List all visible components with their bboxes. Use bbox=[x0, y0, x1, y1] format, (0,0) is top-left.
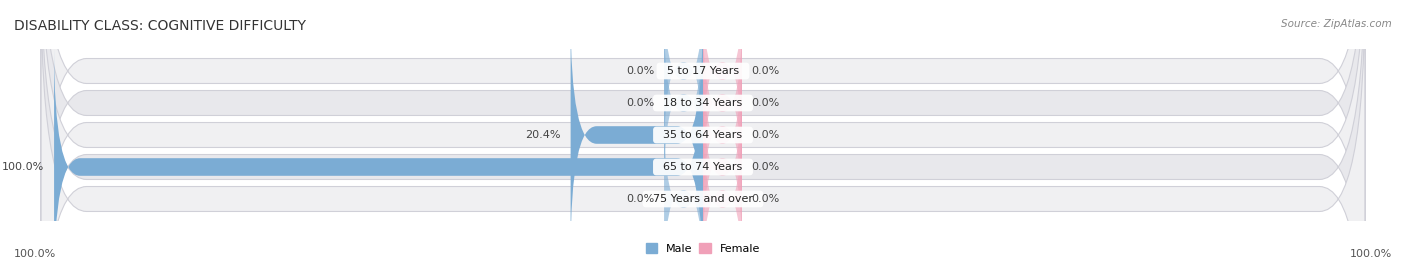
Text: 0.0%: 0.0% bbox=[626, 194, 654, 204]
FancyBboxPatch shape bbox=[664, 16, 703, 190]
FancyBboxPatch shape bbox=[703, 80, 742, 254]
Text: 75 Years and over: 75 Years and over bbox=[645, 194, 761, 204]
Text: 0.0%: 0.0% bbox=[626, 98, 654, 108]
FancyBboxPatch shape bbox=[41, 0, 1365, 270]
Text: 0.0%: 0.0% bbox=[752, 98, 780, 108]
FancyBboxPatch shape bbox=[53, 48, 703, 270]
Text: 65 to 74 Years: 65 to 74 Years bbox=[657, 162, 749, 172]
FancyBboxPatch shape bbox=[664, 0, 703, 158]
Text: 20.4%: 20.4% bbox=[526, 130, 561, 140]
Text: 0.0%: 0.0% bbox=[752, 130, 780, 140]
FancyBboxPatch shape bbox=[571, 16, 703, 254]
FancyBboxPatch shape bbox=[41, 0, 1365, 270]
FancyBboxPatch shape bbox=[703, 0, 742, 158]
FancyBboxPatch shape bbox=[703, 112, 742, 270]
FancyBboxPatch shape bbox=[703, 48, 742, 222]
Text: 0.0%: 0.0% bbox=[626, 66, 654, 76]
Text: 0.0%: 0.0% bbox=[752, 66, 780, 76]
Text: 100.0%: 100.0% bbox=[1, 162, 45, 172]
Text: 5 to 17 Years: 5 to 17 Years bbox=[659, 66, 747, 76]
Legend: Male, Female: Male, Female bbox=[647, 244, 759, 254]
FancyBboxPatch shape bbox=[703, 16, 742, 190]
FancyBboxPatch shape bbox=[41, 0, 1365, 270]
Text: DISABILITY CLASS: COGNITIVE DIFFICULTY: DISABILITY CLASS: COGNITIVE DIFFICULTY bbox=[14, 19, 307, 33]
FancyBboxPatch shape bbox=[664, 112, 703, 270]
Text: 0.0%: 0.0% bbox=[752, 194, 780, 204]
Text: 0.0%: 0.0% bbox=[752, 162, 780, 172]
Text: 100.0%: 100.0% bbox=[1350, 249, 1392, 259]
Text: 35 to 64 Years: 35 to 64 Years bbox=[657, 130, 749, 140]
FancyBboxPatch shape bbox=[41, 0, 1365, 270]
Text: 100.0%: 100.0% bbox=[14, 249, 56, 259]
FancyBboxPatch shape bbox=[41, 0, 1365, 270]
Text: Source: ZipAtlas.com: Source: ZipAtlas.com bbox=[1281, 19, 1392, 29]
Text: 18 to 34 Years: 18 to 34 Years bbox=[657, 98, 749, 108]
